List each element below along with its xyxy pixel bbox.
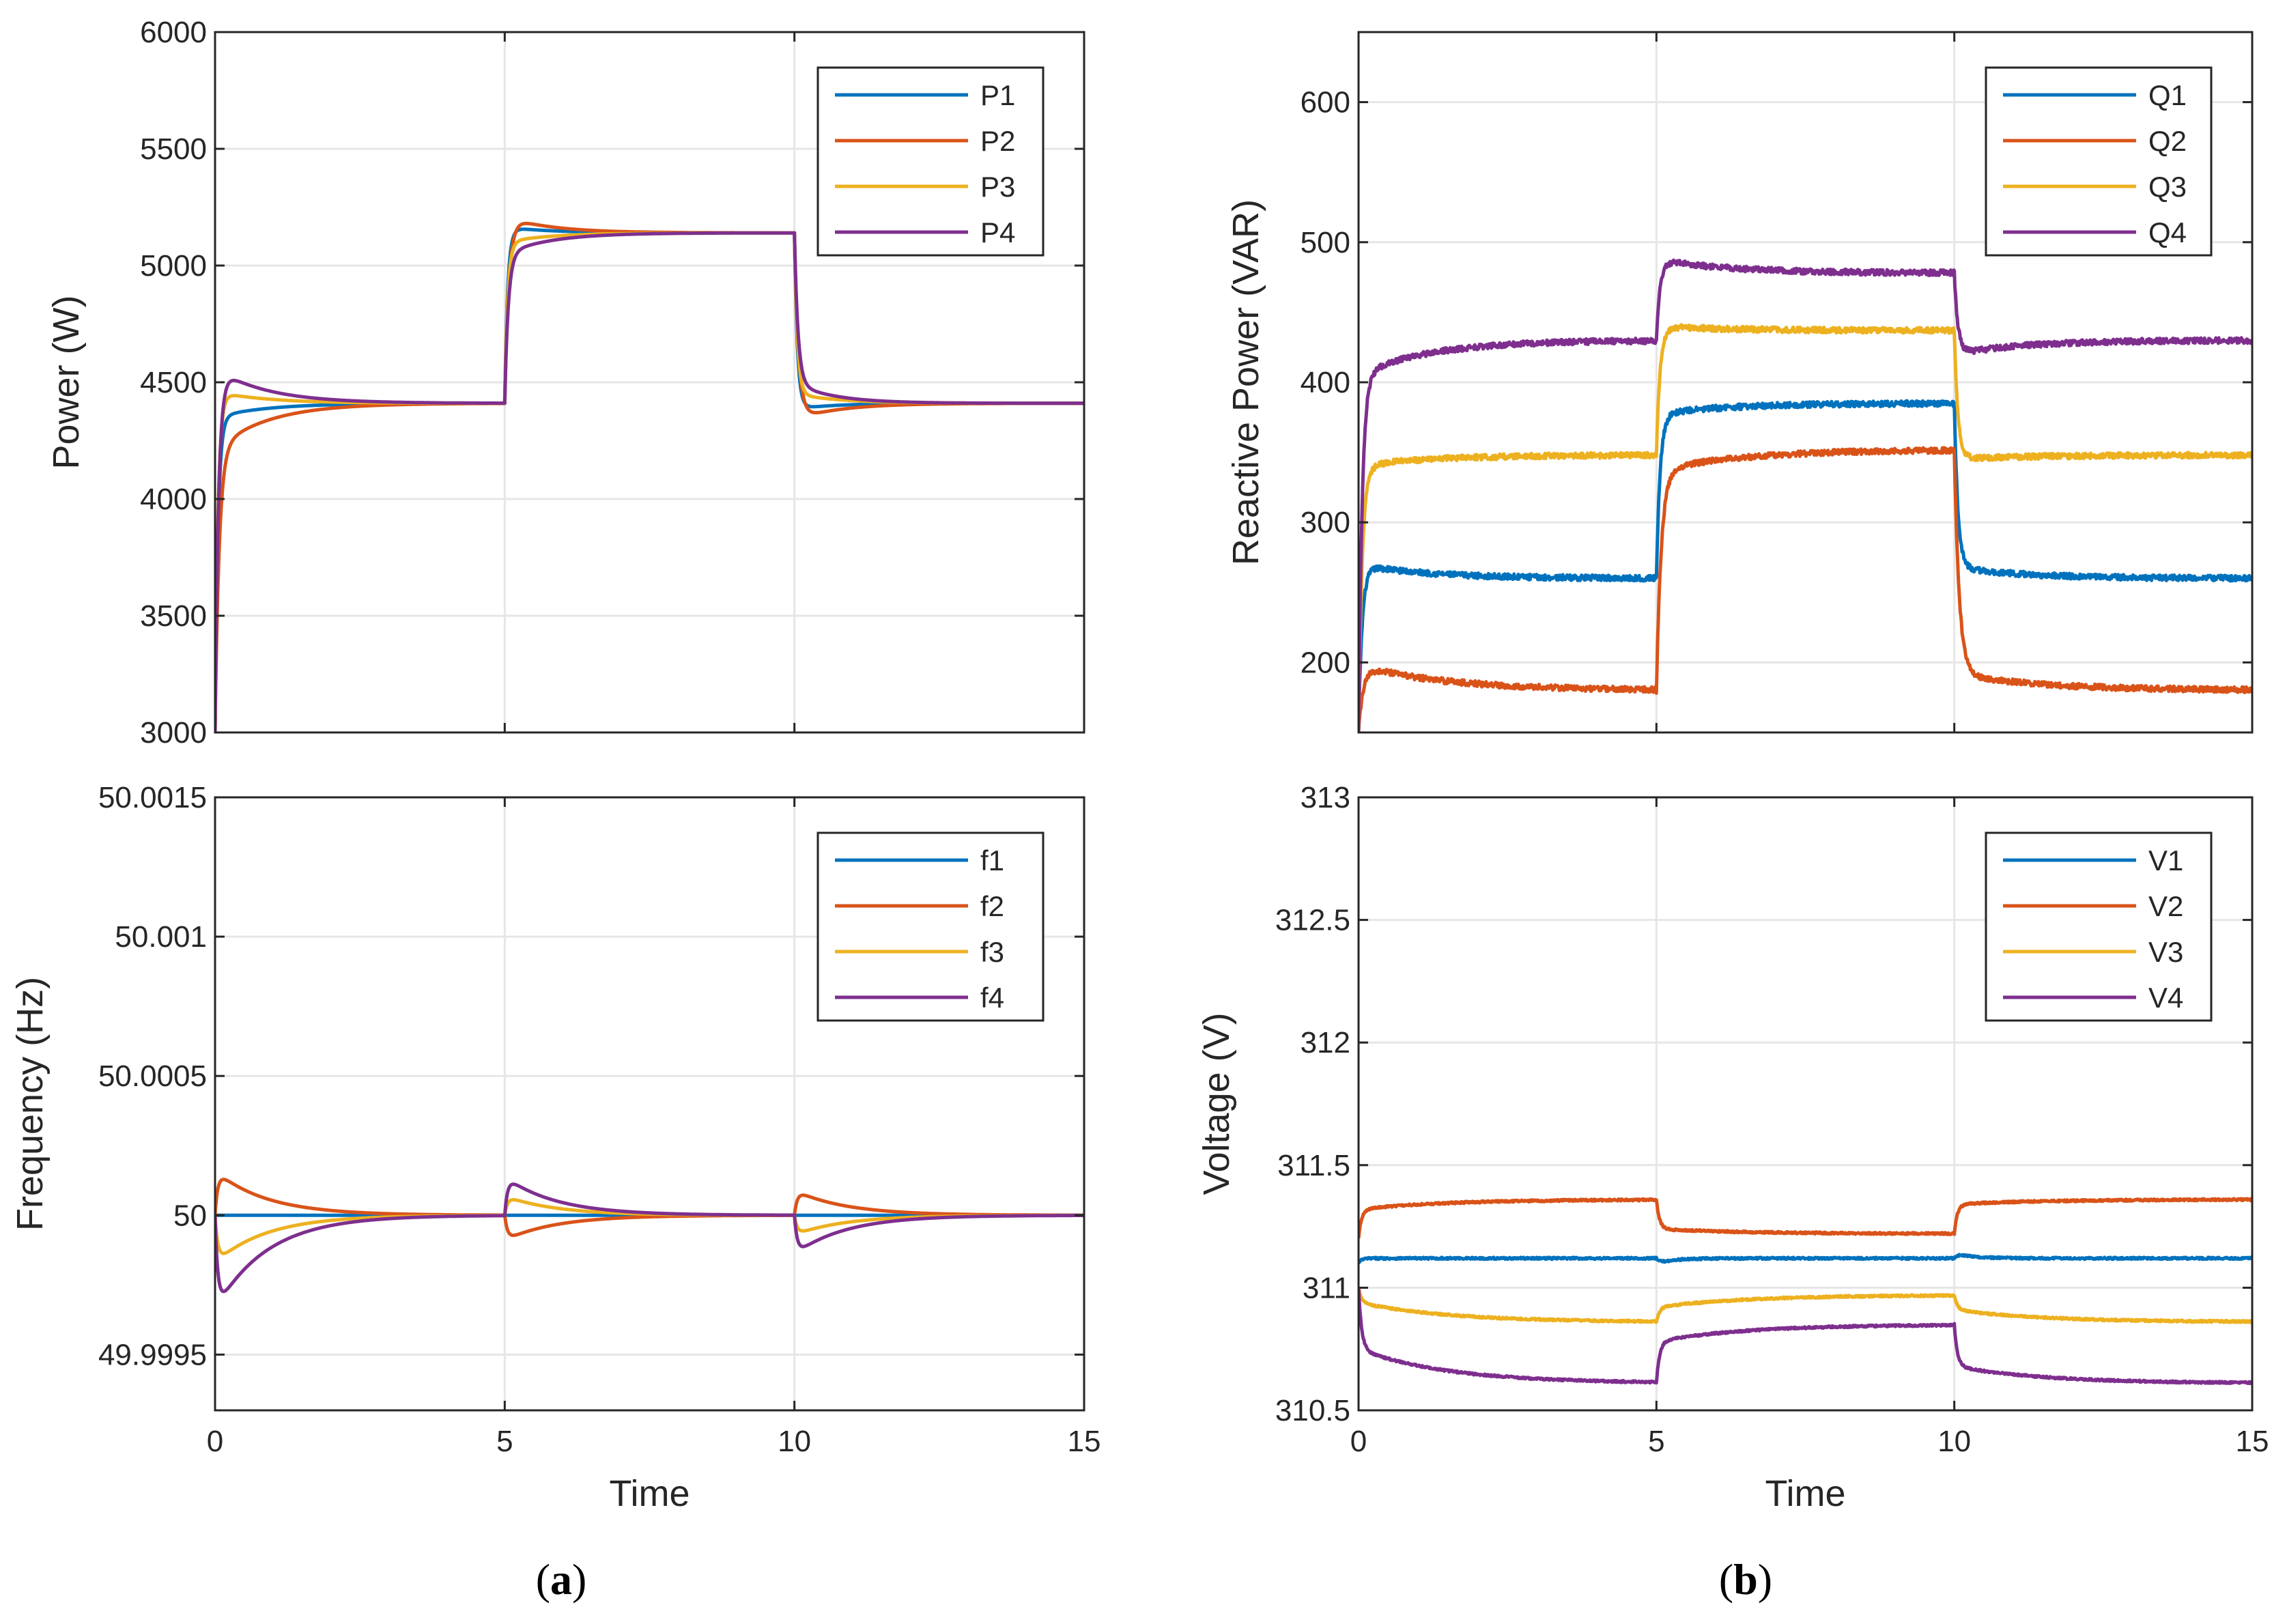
voltage-axes-box (1357, 796, 2254, 1412)
series-line-f4 (215, 1182, 1084, 1294)
legend-label-q2: Q2 (2148, 125, 2187, 157)
frequency-legend: f1 f2 f3 f4 (816, 831, 1045, 1022)
voltage-ytick-label: 312 (1301, 1026, 1350, 1059)
reactive-ytick-label: 500 (1301, 226, 1350, 259)
legend-label-f1: f1 (980, 844, 1004, 877)
frequency-xlabel: Time (610, 1473, 690, 1514)
voltage-legend: V1 V2 V3 V4 (1985, 831, 2213, 1022)
voltage-xtick-label: 5 (1648, 1425, 1664, 1458)
caption-b-close: ) (1758, 1555, 1772, 1604)
frequency-ytick-label: 50.0015 (98, 781, 207, 814)
frequency-xtick-label: 0 (207, 1425, 223, 1458)
legend-label-q4: Q4 (2148, 216, 2187, 248)
legend-label-p4: P4 (980, 216, 1015, 248)
frequency-series (215, 1178, 1084, 1294)
power-ylabel: Power (W) (46, 296, 87, 470)
frequency-xtick-label: 5 (496, 1425, 513, 1458)
caption-a-letter: a (550, 1555, 572, 1604)
voltage-xtick-label: 0 (1350, 1425, 1367, 1458)
series-line-f2 (215, 1178, 1084, 1238)
frequency-axes-box (214, 796, 1085, 1412)
legend-label-p3: P3 (980, 171, 1015, 203)
voltage-ytick-label: 312.5 (1275, 904, 1350, 937)
frequency-ytick-label: 49.9995 (98, 1338, 207, 1371)
power-ytick-label: 5000 (140, 249, 207, 283)
frequency-ylabel: Frequency (Hz) (10, 977, 51, 1231)
chart-voltage: 310.5 311 311.5 312 312.5 313 0 5 10 15 Voltage (V… (1196, 781, 2269, 1514)
reactive-ytick-label: 200 (1301, 646, 1350, 679)
series-line-q2 (1359, 446, 2252, 732)
power-ytick-label: 5500 (140, 132, 207, 166)
frequency-legend-box (816, 831, 1045, 1022)
voltage-ytick-label: 311 (1303, 1271, 1350, 1305)
voltage-series (1359, 1197, 2252, 1386)
legend-label-p2: P2 (980, 125, 1015, 157)
caption-b: (b) (1719, 1555, 1772, 1604)
chart-frequency: 49.9995 50 50.0005 50.001 50.0015 0 5 10 15 Frequ… (10, 781, 1100, 1514)
frequency-ytick-label: 50.001 (115, 920, 207, 954)
power-ytick-label: 4500 (140, 366, 207, 399)
legend-label-p1: P1 (980, 79, 1015, 111)
legend-label-q1: Q1 (2148, 79, 2187, 111)
voltage-ytick-label: 311.5 (1277, 1149, 1350, 1182)
reactive-series (1359, 258, 2252, 732)
voltage-legend-box (1985, 831, 2213, 1022)
caption-a-open: ( (536, 1555, 550, 1604)
reactive-ytick-label: 600 (1301, 86, 1350, 119)
voltage-xlabel: Time (1765, 1473, 1846, 1514)
series-line-v4 (1359, 1287, 2252, 1386)
voltage-ylabel: Voltage (V) (1196, 1012, 1237, 1195)
voltage-ytick-label: 310.5 (1275, 1394, 1350, 1427)
voltage-ytick-label: 313 (1301, 781, 1350, 814)
reactive-ytick-label: 300 (1301, 506, 1350, 539)
caption-a: (a) (536, 1555, 587, 1604)
reactive-ylabel: Reactive Power (VAR) (1225, 199, 1266, 565)
series-line-v3 (1359, 1287, 2252, 1324)
svg-text:(b): (b) (1719, 1555, 1772, 1604)
legend-label-v4: V4 (2148, 982, 2183, 1014)
reactive-legend-box (1985, 66, 2213, 257)
reactive-legend: Q1 Q2 Q3 Q4 (1985, 66, 2213, 257)
voltage-xtick-label: 10 (1937, 1425, 1971, 1458)
legend-label-q3: Q3 (2148, 171, 2187, 203)
legend-label-f2: f2 (980, 890, 1004, 922)
power-legend-box (816, 66, 1045, 257)
caption-b-open: ( (1719, 1555, 1733, 1604)
series-line-v2 (1359, 1197, 2252, 1239)
frequency-xtick-label: 15 (1068, 1425, 1101, 1458)
frequency-ytick-label: 50 (173, 1199, 207, 1232)
power-legend: P1 P2 P3 P4 (816, 66, 1045, 257)
legend-label-v3: V3 (2148, 936, 2183, 968)
legend-label-v1: V1 (2148, 844, 2183, 877)
power-series (215, 221, 1084, 732)
series-line-q1 (1359, 399, 2252, 732)
caption-b-letter: b (1733, 1555, 1758, 1604)
svg-text:(a): (a) (536, 1555, 587, 1604)
frequency-xtick-label: 10 (778, 1425, 811, 1458)
frequency-ytick-label: 50.0005 (98, 1059, 207, 1093)
voltage-xtick-label: 15 (2236, 1425, 2269, 1458)
series-line-q3 (1359, 323, 2252, 732)
series-line-q4 (1359, 258, 2252, 732)
power-ytick-label: 3000 (140, 716, 207, 750)
series-line-v1 (1359, 1253, 2252, 1265)
power-ytick-label: 4000 (140, 483, 207, 516)
legend-label-v2: V2 (2148, 890, 2183, 922)
reactive-ytick-label: 400 (1301, 366, 1350, 399)
caption-a-close: ) (572, 1555, 586, 1604)
legend-label-f4: f4 (980, 982, 1004, 1014)
power-ytick-label: 6000 (140, 16, 207, 49)
legend-label-f3: f3 (980, 936, 1004, 968)
power-ytick-label: 3500 (140, 599, 207, 633)
series-line-p4 (215, 231, 1084, 732)
